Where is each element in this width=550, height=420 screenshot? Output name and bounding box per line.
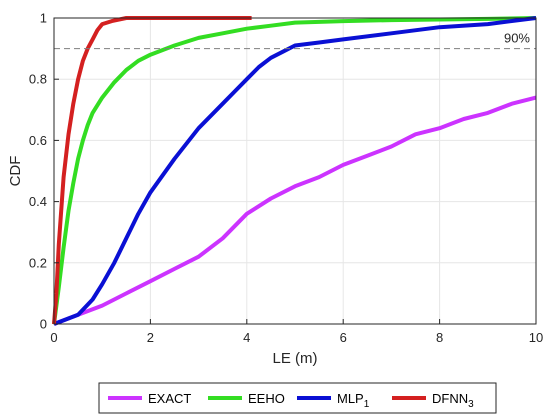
y-tick-label: 0.2 [29, 255, 47, 270]
x-tick-label: 10 [529, 330, 543, 345]
series-line-eeho [52, 16, 537, 325]
reference-line-label: 90% [504, 31, 530, 46]
series-line-mlp1 [53, 16, 537, 326]
grid [53, 17, 537, 325]
x-tick-label: 4 [243, 330, 250, 345]
y-tick-label: 0 [40, 317, 47, 332]
x-tick-label: 6 [340, 330, 347, 345]
legend-label-subscript: 1 [364, 399, 370, 410]
legend-label-main: DFNN [432, 391, 468, 406]
legend-label-main: EEHO [248, 391, 285, 406]
y-tick-label: 0.6 [29, 133, 47, 148]
legend-label-eeho: EEHO [248, 391, 285, 406]
x-axis-label: LE (m) [273, 350, 318, 367]
legend-label-exact: EXACT [148, 391, 191, 406]
series-line-exact [53, 95, 537, 326]
legend-label-subscript: 3 [468, 399, 474, 410]
axes [53, 17, 537, 325]
legend-label-mlp1: MLP1 [337, 391, 370, 410]
y-tick-label: 0.8 [29, 72, 47, 87]
x-tick-label: 8 [436, 330, 443, 345]
legend-label-main: EXACT [148, 391, 191, 406]
y-axis-label: CDF [7, 156, 24, 187]
series-lines [52, 16, 537, 326]
y-tick-label: 0.4 [29, 194, 47, 209]
legend-label-dfnn3: DFNN3 [432, 391, 474, 410]
x-tick-label: 0 [50, 330, 57, 345]
tick-labels: 0 2 4 6 8 10 0 0.2 0.4 0.6 0.8 1 [29, 11, 543, 346]
legend-label-main: MLP [337, 391, 364, 406]
x-tick-label: 2 [147, 330, 154, 345]
y-tick-label: 1 [40, 11, 47, 26]
plot-frame [53, 17, 537, 325]
legend: EXACT EEHO MLP1 DFNN3 [98, 382, 497, 414]
